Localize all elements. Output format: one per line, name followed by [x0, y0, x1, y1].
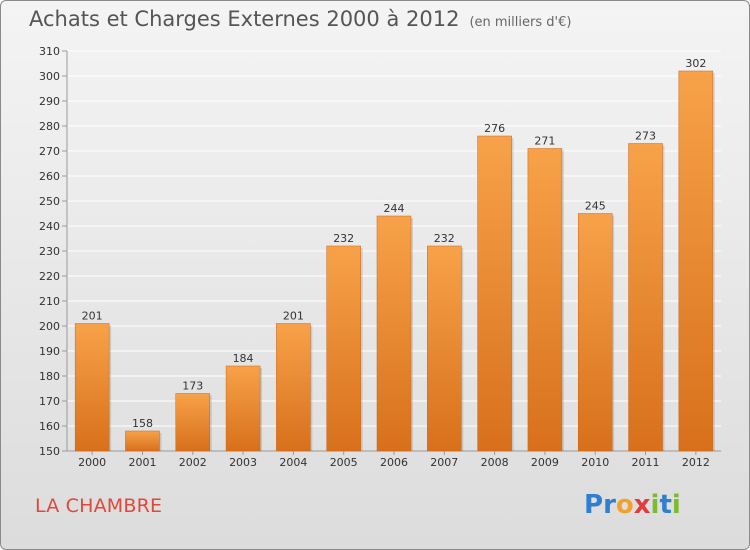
bar [326, 245, 361, 452]
y-tick-label: 270 [39, 145, 60, 158]
bar [527, 148, 563, 452]
bar [175, 393, 211, 452]
bar [427, 245, 462, 452]
y-tick-label: 160 [39, 420, 60, 433]
logo-letter: o [615, 490, 634, 520]
bar [74, 323, 110, 452]
x-tick-label: 2005 [330, 456, 358, 469]
data-label: 173 [182, 380, 203, 393]
data-label: 271 [534, 135, 555, 148]
x-tick-label: 2001 [128, 456, 156, 469]
logo-letter: t [659, 490, 672, 520]
y-tick-label: 150 [39, 445, 60, 458]
data-label: 276 [484, 122, 505, 135]
proxiti-logo: Proxiti [584, 490, 681, 520]
x-tick-label: 2003 [229, 456, 257, 469]
logo-letter: r [603, 490, 616, 520]
x-tick-label: 2012 [682, 456, 710, 469]
y-tick-label: 250 [39, 195, 60, 208]
x-tick-label: 2011 [632, 456, 660, 469]
data-label: 273 [635, 130, 656, 143]
x-tick-label: 2010 [581, 456, 609, 469]
x-tick-label: 2007 [430, 456, 458, 469]
y-tick-label: 300 [39, 70, 60, 83]
bar [678, 70, 714, 452]
x-tick-label: 2006 [380, 456, 408, 469]
x-tick-label: 2004 [279, 456, 307, 469]
bar [125, 430, 160, 452]
data-label: 232 [333, 232, 354, 245]
y-tick-label: 220 [39, 270, 60, 283]
x-tick-label: 2000 [78, 456, 106, 469]
y-tick-label: 280 [39, 120, 60, 133]
data-label: 201 [283, 310, 304, 323]
x-tick-label: 2002 [179, 456, 207, 469]
logo-letter: P [584, 490, 604, 520]
data-label: 245 [585, 200, 606, 213]
y-tick-label: 290 [39, 95, 60, 108]
data-label: 184 [233, 352, 254, 365]
y-tick-label: 310 [39, 45, 60, 58]
chart-title-text: Achats et Charges Externes 2000 à 2012 [29, 7, 460, 31]
data-label: 302 [685, 57, 706, 70]
y-tick-label: 210 [39, 295, 60, 308]
data-label: 244 [384, 202, 405, 215]
y-tick-label: 170 [39, 395, 60, 408]
bar [276, 323, 311, 452]
x-tick-label: 2008 [481, 456, 509, 469]
data-label: 201 [82, 310, 103, 323]
y-tick-label: 190 [39, 345, 60, 358]
y-tick-label: 260 [39, 170, 60, 183]
y-tick-label: 180 [39, 370, 60, 383]
logo-letter: x [633, 490, 651, 520]
bar [225, 365, 261, 452]
bar [376, 215, 412, 452]
bar [628, 143, 663, 452]
data-label: 232 [434, 232, 455, 245]
bar [577, 213, 613, 452]
y-tick-label: 200 [39, 320, 60, 333]
x-tick-label: 2009 [531, 456, 559, 469]
logo-letter: i [650, 490, 660, 520]
chart-subtitle: (en milliers d'€) [469, 15, 572, 30]
commune-name: LA CHAMBRE [35, 495, 163, 517]
bar [477, 135, 512, 452]
y-tick-label: 230 [39, 245, 60, 258]
y-tick-label: 240 [39, 220, 60, 233]
logo-letter: i [671, 490, 681, 520]
data-label: 158 [132, 417, 153, 430]
chart-title: Achats et Charges Externes 2000 à 2012 (e… [29, 7, 571, 31]
